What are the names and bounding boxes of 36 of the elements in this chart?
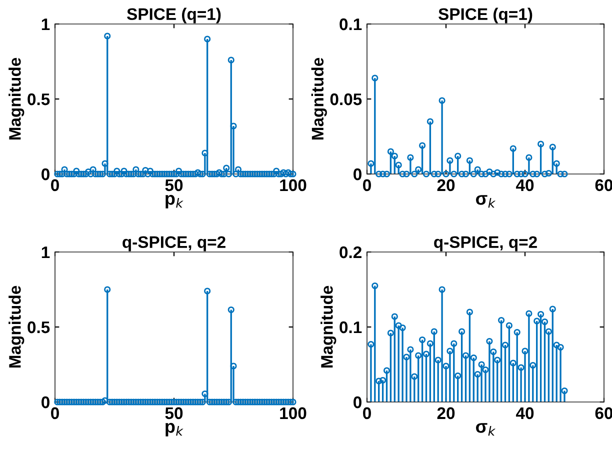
y-axis-title: Magnitude (320, 286, 336, 368)
x-tick-label: 40 (516, 407, 534, 420)
y-tick-label: 1 (42, 18, 50, 30)
x-axis-title: σ$_{k}$ (476, 195, 496, 208)
x-axis-title: p$_{k}$ (166, 422, 184, 436)
x-tick-label: 0 (51, 179, 59, 192)
x-tick-label: 0 (363, 407, 371, 420)
x-tick-label: 50 (165, 179, 183, 192)
y-tick-label: 0.05 (330, 93, 362, 106)
y-axis-title: Magnitude (8, 286, 24, 368)
chart-title: SPICE (q=1) (127, 8, 221, 24)
x-axis-title: σ$_{k}$ (476, 423, 496, 436)
x-tick-label: 50 (165, 407, 183, 420)
y-tick-label: 0.5 (28, 321, 50, 334)
y-tick-label: 1 (42, 246, 50, 258)
y-tick-label: 0 (354, 396, 362, 408)
y-tick-label: 0.2 (340, 246, 362, 258)
y-tick-label: 0 (354, 168, 362, 180)
x-tick-label: 40 (516, 179, 534, 192)
x-tick-label: 0 (363, 179, 371, 192)
y-tick-label: 0 (42, 396, 50, 408)
y-tick-label: 0 (42, 168, 50, 180)
y-axis-title: Magnitude (311, 58, 327, 140)
chart-title: q-SPICE, q=2 (122, 236, 226, 252)
y-axis-title: Magnitude (8, 58, 24, 140)
y-tick-label: 0.5 (28, 93, 50, 106)
y-tick-label: 0.1 (340, 18, 362, 30)
x-tick-label: 100 (280, 179, 306, 192)
chart-title: q-SPICE, q=2 (434, 236, 537, 252)
x-tick-label: 100 (280, 407, 306, 420)
x-tick-label: 20 (437, 407, 455, 420)
y-tick-label: 0.1 (340, 321, 362, 334)
chart-title: SPICE (q=1) (438, 8, 532, 24)
x-axis-title: p$_{k}$ (166, 194, 184, 208)
x-tick-label: 0 (51, 407, 59, 420)
x-tick-label: 20 (437, 179, 455, 192)
